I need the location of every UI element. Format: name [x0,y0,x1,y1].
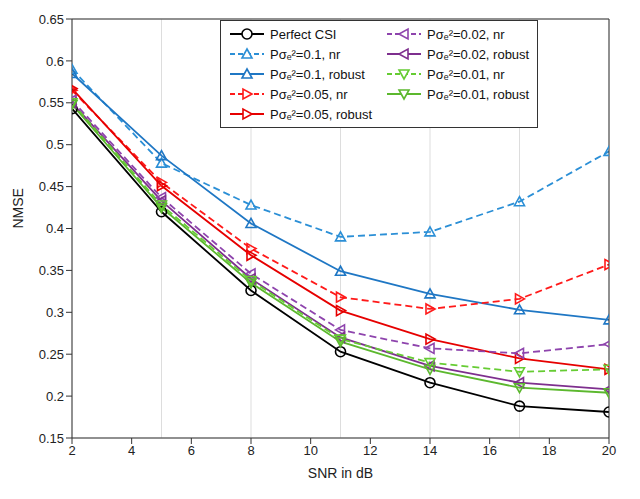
svg-text:0.15: 0.15 [39,431,64,446]
html-text:Pσₑ²=0.1, nr: Pσₑ²=0.1, nr [270,46,341,62]
svg-text:0.55: 0.55 [39,95,64,110]
svg-text:0.2: 0.2 [46,389,64,404]
svg-text:0.4: 0.4 [46,221,64,236]
html-text:Pσₑ²=0.02, nr: Pσₑ²=0.02, nr [427,26,505,42]
svg-text:0.45: 0.45 [39,179,64,194]
svg-text:14: 14 [423,443,437,458]
svg-text:16: 16 [482,443,496,458]
svg-text:6: 6 [188,443,195,458]
svg-text:0.35: 0.35 [39,263,64,278]
html-text:Pσₑ²=0.01, nr: Pσₑ²=0.01, nr [427,66,505,82]
svg-text:SNR in dB: SNR in dB [308,465,373,481]
svg-text:0.65: 0.65 [39,12,64,27]
html-text:Pσₑ²=0.02, robust: Pσₑ²=0.02, robust [427,46,530,62]
svg-text:10: 10 [303,443,317,458]
svg-text:0.6: 0.6 [46,54,64,69]
html-text:Pσₑ²=0.05, robust: Pσₑ²=0.05, robust [270,106,373,122]
html-text:Pσₑ²=0.1, robust: Pσₑ²=0.1, robust [270,66,365,82]
html-text:Pσₑ²=0.01, robust: Pσₑ²=0.01, robust [427,86,530,102]
svg-text:4: 4 [128,443,135,458]
svg-text:0.5: 0.5 [46,137,64,152]
svg-text:20: 20 [602,443,616,458]
svg-text:2: 2 [68,443,75,458]
svg-text:0.3: 0.3 [46,305,64,320]
svg-text:18: 18 [542,443,556,458]
html-text:Perfect CSI: Perfect CSI [270,26,337,42]
svg-text:12: 12 [363,443,377,458]
html-text:Pσₑ²=0.05, nr: Pσₑ²=0.05, nr [270,86,348,102]
svg-text:0.25: 0.25 [39,347,64,362]
svg-text:8: 8 [247,443,254,458]
svg-text:NMSE: NMSE [10,188,26,228]
